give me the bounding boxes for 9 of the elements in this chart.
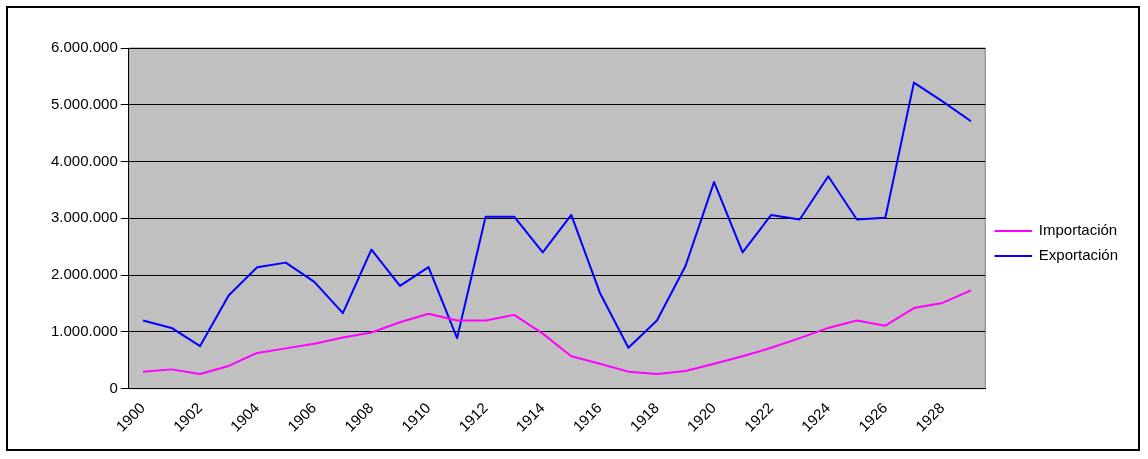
y-tick-label: 1.000.000 (51, 322, 118, 340)
y-tick-label: 4.000.000 (51, 151, 118, 169)
legend-label: Importación (1038, 221, 1118, 239)
y-tick-label: 6.000.000 (51, 38, 118, 56)
y-tick-label: 2.000.000 (51, 265, 118, 283)
legend-label: Exportación (1038, 246, 1119, 264)
y-tick-label: 3.000.000 (51, 208, 118, 226)
y-tick-label: 0 (109, 378, 118, 396)
y-tick-label: 5.000.000 (51, 94, 118, 112)
